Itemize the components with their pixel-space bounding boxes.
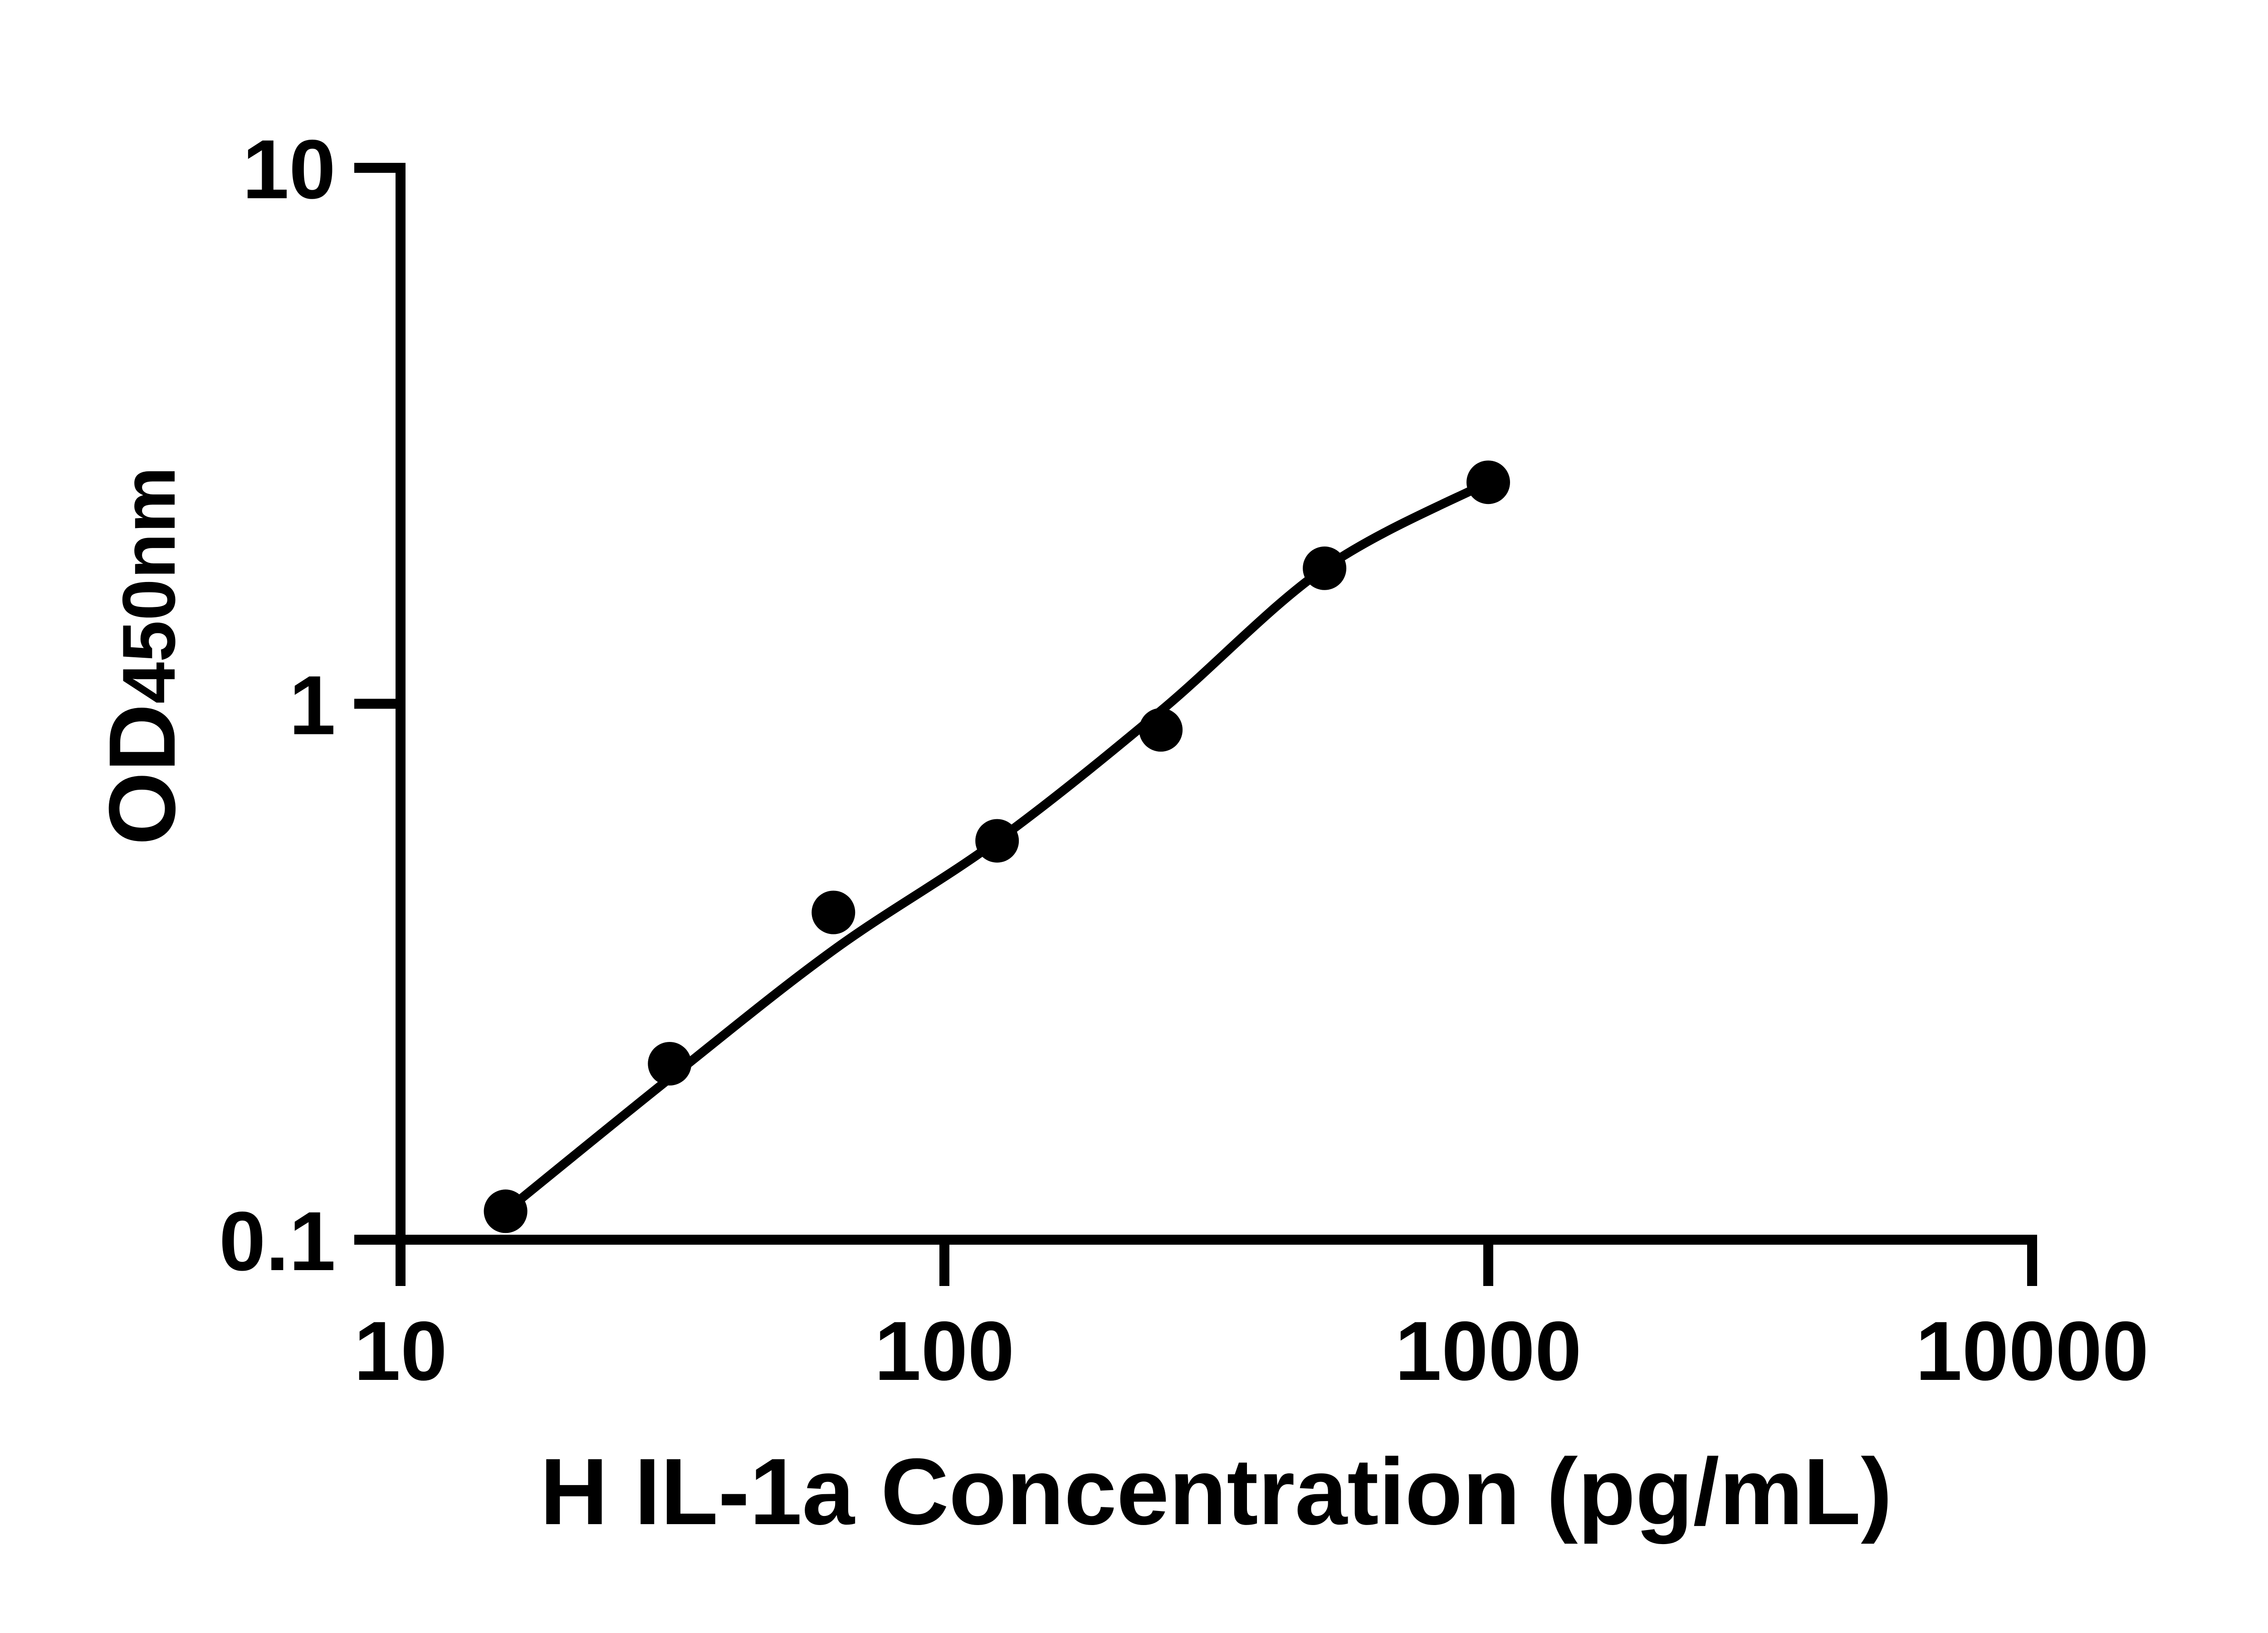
x-tick-label: 10 — [354, 1305, 447, 1398]
y-axis-ticks: 0.1 1 10 — [219, 123, 396, 1288]
y-axis-title-sub: 450nm — [107, 467, 191, 704]
data-point — [1139, 708, 1183, 752]
y-axis-title: OD450nm — [90, 467, 195, 846]
data-points — [484, 460, 1510, 1233]
x-axis-ticks: 10 100 1000 10000 — [354, 1245, 2149, 1398]
y-tick-label: 10 — [242, 123, 336, 216]
data-point — [975, 819, 1019, 863]
data-point — [1303, 546, 1347, 590]
y-tick-label: 0.1 — [219, 1195, 336, 1288]
y-tick-label: 1 — [289, 659, 336, 753]
x-tick-label: 1000 — [1395, 1305, 1582, 1398]
x-tick-label: 10000 — [1916, 1305, 2149, 1398]
x-tick-label: 100 — [875, 1305, 1015, 1398]
data-point — [811, 890, 855, 934]
data-point — [484, 1189, 528, 1233]
data-point — [1466, 460, 1510, 504]
data-point — [648, 1042, 692, 1085]
y-axis-title-main: OD — [90, 704, 195, 845]
x-axis-title: H IL-1a Concentration (pg/mL) — [540, 1439, 1892, 1545]
